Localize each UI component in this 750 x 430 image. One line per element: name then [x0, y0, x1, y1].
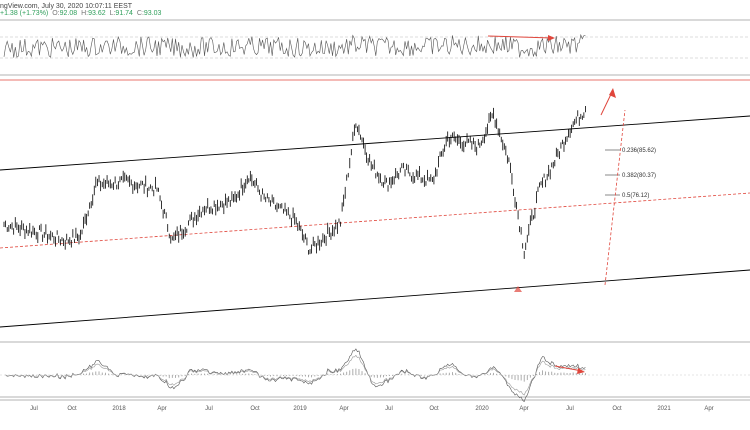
x-tick-label: Apr — [157, 406, 166, 412]
fib-level-label: 0.382(80.37) — [622, 173, 656, 179]
low-marker — [514, 286, 522, 292]
open-label: O: — [52, 10, 60, 17]
x-tick-label: Apr — [519, 406, 528, 412]
chart-header: ngView.com, July 30, 2020 10:07:11 EEST — [0, 0, 750, 14]
x-tick-label: Oct — [612, 406, 622, 412]
channel-lower-line — [0, 269, 750, 328]
macd-arrow-head — [577, 368, 585, 374]
fib-level-label: 0.236(85.62) — [622, 148, 656, 154]
x-axis: Jul Oct 2018 Apr Jul Oct 2019 Apr Jul Oct 2020 Apr J… — [30, 406, 714, 412]
high-label: H: — [81, 10, 89, 17]
oscillator-arrow-line — [487, 35, 553, 39]
open-value: 92.08 — [59, 10, 78, 17]
low-value: 91.74 — [115, 10, 133, 17]
projection-line — [604, 109, 626, 286]
source-text: ngView.com, July 30, 2020 10:07:11 EEST — [0, 3, 133, 10]
oscillator-arrow-head — [548, 35, 555, 41]
x-tick-label: Jul — [566, 406, 574, 412]
x-tick-label: 2020 — [475, 406, 489, 412]
close-label: C: — [136, 10, 144, 17]
macd-panel — [0, 348, 750, 403]
x-tick-label: Apr — [704, 406, 713, 412]
x-tick-label: Apr — [339, 406, 348, 412]
x-tick-label: Jul — [385, 406, 393, 412]
ohlc-header: +1.38 (+1.73%) O:92.08 H:93.62 L:91.74 C… — [0, 7, 750, 21]
panel-dividers — [0, 19, 750, 401]
macd-signal-line — [5, 354, 586, 396]
up-arrow-head — [609, 88, 616, 98]
x-tick-label: 2021 — [657, 406, 671, 412]
oscillator-panel — [0, 33, 750, 59]
low-label: L: — [109, 10, 116, 17]
high-value: 93.62 — [88, 10, 106, 17]
oscillator-line — [3, 33, 586, 58]
x-tick-label: Oct — [67, 406, 77, 412]
x-tick-label: Oct — [250, 406, 260, 412]
x-tick-label: 2019 — [293, 406, 307, 412]
change-value: +1.38 (+1.73%) — [0, 10, 49, 17]
main-price-panel: 0.236(85.62) 0.382(80.37) 0.5(76.12) — [0, 88, 750, 328]
macd-arrow-line — [554, 365, 583, 372]
channel-mid-line — [0, 192, 750, 249]
x-tick-label: Jul — [205, 406, 213, 412]
close-value: 93.03 — [143, 10, 162, 17]
channel-upper-line — [0, 115, 750, 171]
x-tick-label: Jul — [30, 406, 38, 412]
x-tick-label: Oct — [429, 406, 439, 412]
fib-level-label: 0.5(76.12) — [622, 193, 649, 199]
x-tick-label: 2018 — [112, 406, 126, 412]
macd-line — [5, 348, 586, 403]
